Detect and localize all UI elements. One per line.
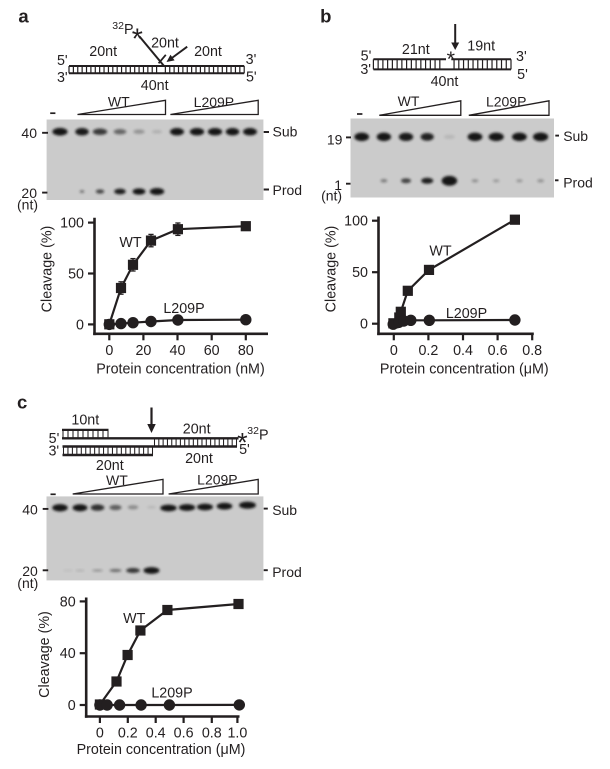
svg-text:3': 3' <box>360 62 371 78</box>
svg-text:*: * <box>447 47 456 71</box>
svg-text:*: * <box>237 428 248 458</box>
svg-text:19: 19 <box>327 131 343 147</box>
svg-text:c: c <box>17 391 27 412</box>
svg-text:Protein concentration (μM): Protein concentration (μM) <box>380 362 549 378</box>
svg-text:WT: WT <box>398 93 420 109</box>
svg-text:5': 5' <box>361 49 372 65</box>
svg-text:L209P: L209P <box>486 94 526 110</box>
svg-text:0.2: 0.2 <box>418 343 438 359</box>
svg-text:40: 40 <box>22 501 38 517</box>
svg-text:40: 40 <box>60 646 76 662</box>
svg-text:Sub: Sub <box>272 502 297 518</box>
svg-text:0.6: 0.6 <box>174 726 194 742</box>
svg-text:60: 60 <box>204 343 220 359</box>
svg-text:Prod: Prod <box>563 174 593 190</box>
svg-text:0: 0 <box>390 343 398 359</box>
svg-text:WT: WT <box>123 611 145 627</box>
svg-text:WT: WT <box>108 94 130 110</box>
svg-text:0.8: 0.8 <box>522 343 542 359</box>
svg-text:Protein concentration (μM): Protein concentration (μM) <box>77 742 246 758</box>
svg-text:(nt): (nt) <box>17 196 38 212</box>
svg-text:Prod: Prod <box>272 564 302 580</box>
svg-text:20nt: 20nt <box>183 422 211 438</box>
svg-text:50: 50 <box>68 267 84 283</box>
svg-text:WT: WT <box>119 235 141 251</box>
svg-text:40: 40 <box>170 343 186 359</box>
svg-text:20nt: 20nt <box>89 44 117 60</box>
svg-text:0: 0 <box>360 317 368 333</box>
svg-text:L209P: L209P <box>163 301 204 317</box>
svg-text:L209P: L209P <box>197 472 237 488</box>
svg-text:50: 50 <box>352 265 368 281</box>
svg-text:100: 100 <box>344 214 368 230</box>
svg-text:5': 5' <box>517 67 528 83</box>
svg-text:0: 0 <box>68 698 76 714</box>
svg-text:0: 0 <box>105 343 113 359</box>
svg-text:Cleavage (%): Cleavage (%) <box>324 226 340 313</box>
svg-text:32P: 32P <box>247 425 268 444</box>
svg-text:L209P: L209P <box>446 306 487 322</box>
svg-text:Sub: Sub <box>563 128 588 144</box>
svg-text:WT: WT <box>106 472 128 488</box>
svg-text:10nt: 10nt <box>71 413 99 429</box>
svg-text:(nt): (nt) <box>321 188 342 204</box>
svg-text:0.8: 0.8 <box>202 726 222 742</box>
svg-text:3': 3' <box>57 70 68 86</box>
svg-text:Cleavage (%): Cleavage (%) <box>40 226 56 313</box>
svg-text:5': 5' <box>57 53 68 69</box>
svg-text:3': 3' <box>516 49 527 65</box>
svg-text:80: 80 <box>238 343 254 359</box>
svg-text:0: 0 <box>76 317 84 333</box>
svg-text:20: 20 <box>21 185 37 201</box>
svg-text:(nt): (nt) <box>17 575 38 591</box>
svg-text:*: * <box>132 24 143 56</box>
svg-text:WT: WT <box>429 244 451 260</box>
svg-text:32P: 32P <box>112 20 133 38</box>
svg-text:40nt: 40nt <box>431 74 459 90</box>
svg-text:b: b <box>320 5 331 26</box>
svg-text:40nt: 40nt <box>141 78 169 94</box>
svg-text:5': 5' <box>49 431 60 447</box>
svg-text:20nt: 20nt <box>96 458 124 474</box>
svg-text:21nt: 21nt <box>402 42 430 58</box>
svg-text:3': 3' <box>48 444 59 460</box>
svg-text:0: 0 <box>96 726 104 742</box>
svg-text:0.4: 0.4 <box>146 726 166 742</box>
svg-text:a: a <box>18 6 29 27</box>
svg-text:5': 5' <box>239 442 250 458</box>
svg-text:80: 80 <box>60 594 76 610</box>
svg-text:1: 1 <box>334 177 342 193</box>
svg-text:20: 20 <box>135 343 151 359</box>
svg-text:Cleavage (%): Cleavage (%) <box>37 611 53 698</box>
svg-text:1.0: 1.0 <box>227 726 247 742</box>
svg-text:0.4: 0.4 <box>453 343 473 359</box>
svg-text:0.2: 0.2 <box>118 726 138 742</box>
svg-text:Sub: Sub <box>273 124 298 140</box>
svg-text:100: 100 <box>60 216 84 232</box>
svg-text:19nt: 19nt <box>467 39 495 55</box>
svg-text:20nt: 20nt <box>194 44 222 60</box>
svg-text:20: 20 <box>22 563 38 579</box>
svg-text:20nt: 20nt <box>151 36 179 52</box>
svg-text:0.6: 0.6 <box>488 343 508 359</box>
svg-text:3': 3' <box>246 52 257 68</box>
svg-text:Prod: Prod <box>273 182 303 198</box>
svg-text:40: 40 <box>21 125 37 141</box>
svg-text:20nt: 20nt <box>185 451 213 467</box>
svg-text:L209P: L209P <box>151 686 192 702</box>
svg-text:Protein concentration (nM): Protein concentration (nM) <box>96 362 264 378</box>
svg-text:5': 5' <box>246 69 257 85</box>
